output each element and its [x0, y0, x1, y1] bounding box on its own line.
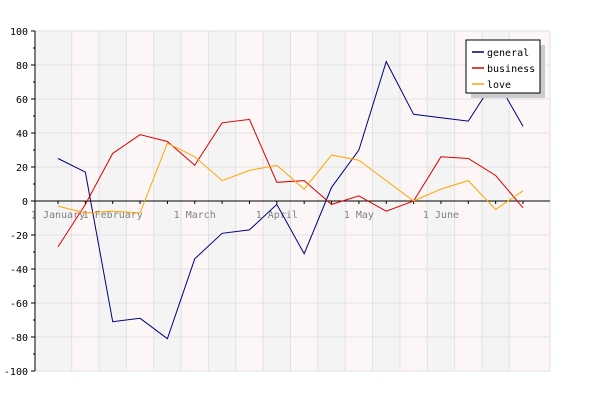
series-line-business: [57, 118, 524, 248]
y-tick-label: 20: [16, 163, 28, 174]
legend: general business love: [465, 39, 545, 98]
legend-label-business: business: [487, 64, 535, 75]
legend-label-love: love: [487, 80, 511, 91]
x-tick-label: 1 January: [31, 210, 85, 221]
x-tick-label: 1 May: [344, 210, 374, 221]
legend-label-general: general: [487, 48, 529, 59]
x-tick-label: 1 April: [256, 210, 298, 221]
series-lines: [57, 60, 524, 340]
x-tick-label: 1 March: [174, 210, 216, 221]
y-tick-label: -20: [10, 231, 28, 242]
y-tick-label: 100: [10, 27, 28, 38]
x-tick-label: 1 June: [423, 210, 459, 221]
y-tick-label: -40: [10, 265, 28, 276]
x-tick-label: 1 February: [83, 210, 143, 221]
y-tick-label: 0: [22, 197, 28, 208]
y-tick-label: 60: [16, 95, 28, 106]
y-axis-ticks: -100 -80 -60 -40 -20 0 20 40 60 80 100: [4, 27, 35, 378]
y-tick-label: -100: [4, 367, 28, 378]
y-tick-label: 80: [16, 61, 28, 72]
y-tick-label: -80: [10, 333, 28, 344]
y-tick-label: -60: [10, 299, 28, 310]
y-tick-label: 40: [16, 129, 28, 140]
series-line-general: [57, 60, 524, 340]
series-line-love: [57, 142, 524, 214]
